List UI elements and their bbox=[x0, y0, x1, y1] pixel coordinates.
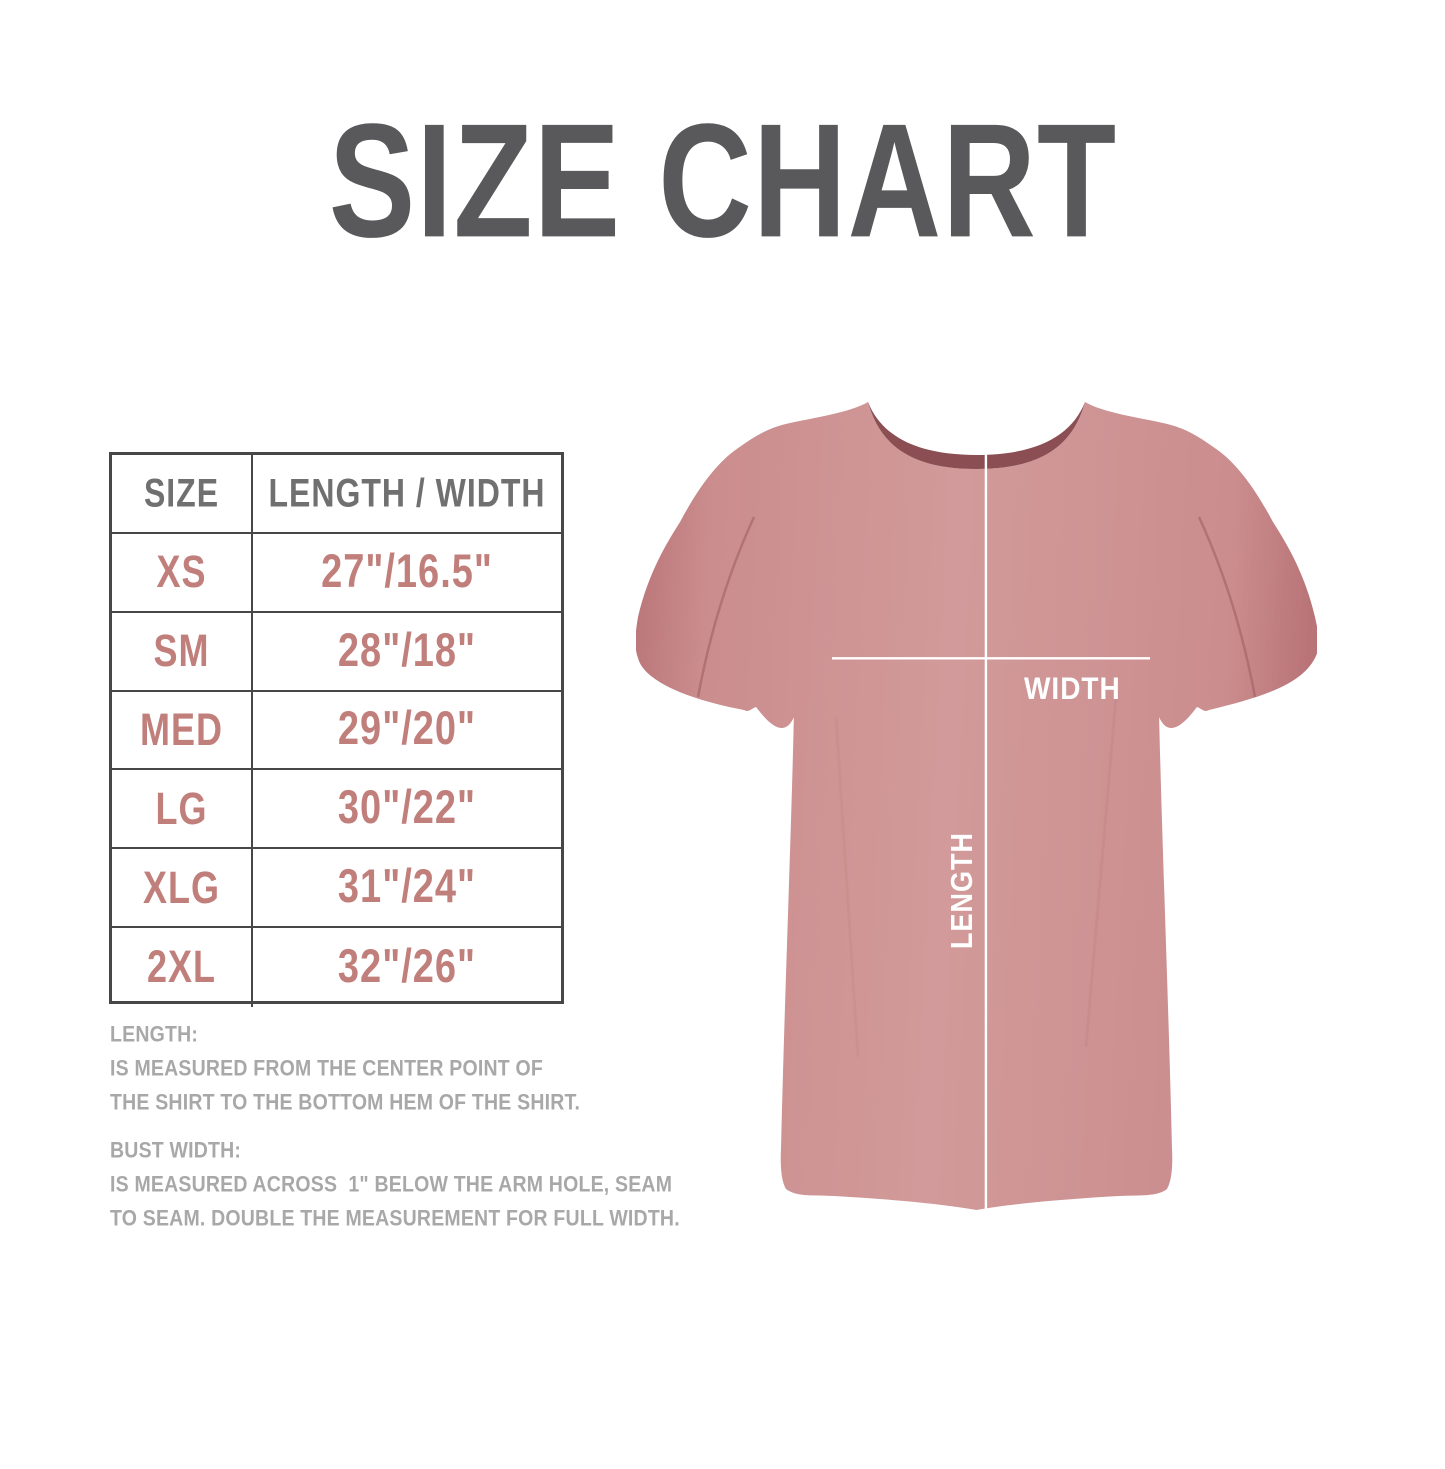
svg-text:WIDTH: WIDTH bbox=[1024, 672, 1121, 707]
svg-text:LENGTH: LENGTH bbox=[946, 832, 980, 949]
